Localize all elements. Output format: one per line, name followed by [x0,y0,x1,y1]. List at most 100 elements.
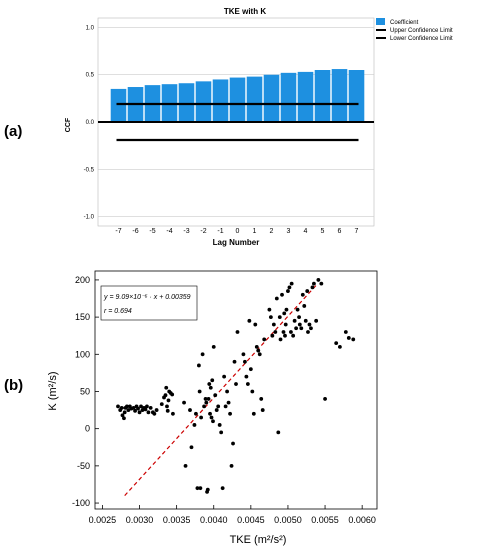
panel-a-chart: (a) TKE with K 1.0 0.5 0.0 -0.5 -1.0 -7 -6 -5 -… [4,7,453,247]
scatter-point [208,385,213,390]
scatter-point [165,404,169,409]
scatter-point [277,315,282,320]
panel-b-chart: (b) 0.0025 0.0030 0.0035 0.0040 0.0045 0.0050… [4,270,378,546]
scatter-point [126,408,131,412]
x-tick-label: 0 [236,228,240,235]
x-tick-label: 0.0045 [237,515,265,525]
scatter-point [229,463,234,468]
scatter-point [228,411,232,416]
scatter-point [289,330,293,334]
scatter-point [133,408,137,413]
scatter-point [139,404,143,409]
panel-a-label: (a) [4,123,22,140]
x-tick-label: 7 [355,228,359,235]
scatter-point [222,374,227,379]
scatter-point [192,423,197,427]
scatter-point [220,486,225,491]
scatter-point [250,389,255,394]
scatter-point [248,367,253,372]
scatter-point [152,411,157,416]
scatter-point [188,408,192,412]
y-tick-label: -50 [77,461,90,471]
chart-b-equation-box: y = 9.09×10⁻⁶ · x + 0.00359 r = 0.694 [100,285,198,321]
scatter-point [211,344,216,349]
legend-coefficient-swatch [376,18,385,25]
y-tick-label: 200 [75,275,90,285]
y-tick-label: 100 [75,349,90,359]
scatter-point [312,281,316,286]
scatter-point [337,344,342,349]
y-tick-label: 0 [85,424,90,434]
scatter-point [309,326,313,331]
scatter-point [251,411,256,416]
scatter-point [194,411,198,416]
bar [246,76,263,122]
x-tick-label: -3 [183,228,189,235]
x-tick-label: 6 [338,228,342,235]
scatter-point [319,281,324,286]
scatter-point [278,337,283,342]
scatter-point [213,393,218,398]
y-tick-label: -100 [72,498,90,508]
x-tick-label: 5 [321,228,325,235]
scatter-point [310,285,315,290]
x-tick-label: 4 [304,228,308,235]
scatter-point [271,322,276,327]
bar [348,70,365,122]
scatter-point [270,333,275,338]
scatter-point [244,374,249,379]
x-tick-label: -1 [217,228,223,235]
scatter-point [206,397,211,401]
scatter-point [280,292,284,297]
bar [263,74,280,122]
chart-b-ylabel: K (m²/s) [47,371,59,410]
legend-lower-limit-label: Lower Confidence Limit [390,36,453,42]
scatter-point [273,330,278,334]
scatter-point [204,400,209,405]
scatter-point [334,341,339,346]
scatter-point [202,404,206,409]
scatter-point [199,415,204,420]
scatter-point [297,315,301,320]
scatter-point [295,307,300,312]
scatter-point [268,315,273,320]
scatter-point [284,307,289,312]
scatter-point [207,382,212,386]
scatter-point [257,352,262,357]
scatter-point [247,318,252,323]
scatter-point [223,404,228,409]
scatter-point [182,400,186,405]
scatter-point [283,322,288,327]
scatter-point [131,405,136,410]
scatter-point [343,330,348,334]
scatter-point [351,337,356,342]
scatter-point [307,322,312,327]
scatter-point [245,382,250,386]
panel-b-label: (b) [4,377,23,394]
scatter-point [259,397,264,401]
chart-b-r-value: r = 0.694 [104,308,132,315]
x-tick-label: 0.0040 [200,515,228,525]
scatter-point [122,416,126,421]
y-tick-label: 0.5 [86,73,95,79]
scatter-point [146,410,151,415]
y-tick-label: 150 [75,312,90,322]
scatter-point [262,337,267,342]
scatter-point [208,411,212,416]
scatter-point [303,318,308,323]
scatter-point [125,404,129,409]
scatter-point [254,344,259,349]
bar [110,88,127,122]
scatter-point [323,397,327,401]
scatter-point [159,402,164,407]
scatter-point [226,400,231,405]
chart-a-legend: Coefficient Upper Confidence Limit Lower… [376,18,453,42]
x-tick-label: -4 [166,228,172,235]
scatter-point [203,397,208,401]
scatter-point [235,330,240,334]
bar [297,71,314,122]
scatter-point [234,382,238,386]
bar [280,72,297,122]
scatter-point [164,385,169,390]
